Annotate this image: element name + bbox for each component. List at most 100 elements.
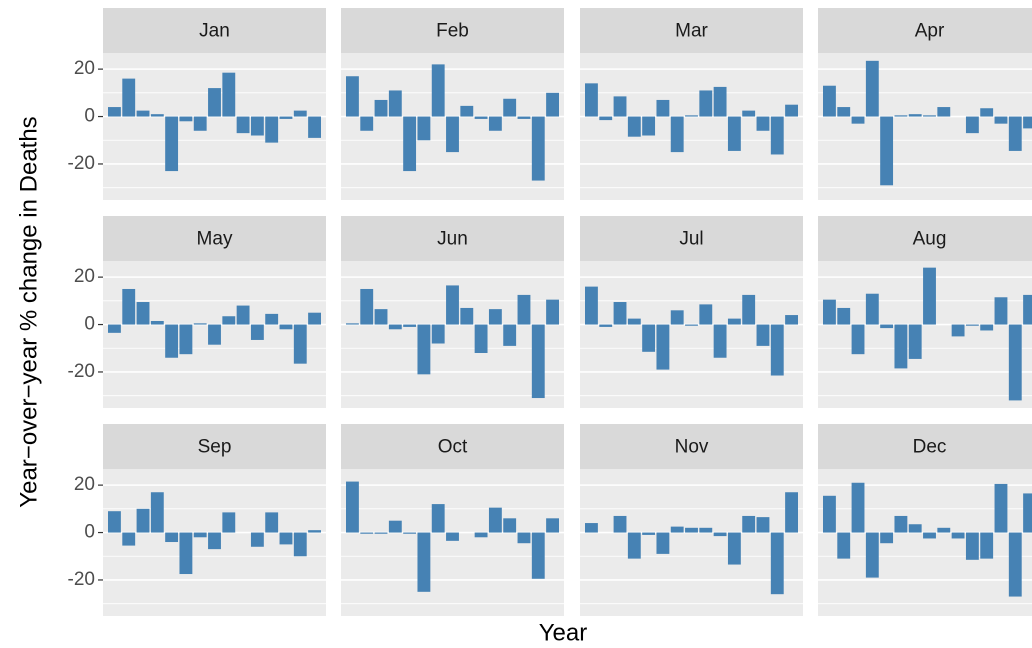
bar [670,116,684,153]
panel-background [580,53,803,200]
strip-label: Aug [913,229,947,250]
bar [388,324,402,330]
bar [823,299,836,325]
bar [546,299,559,325]
bar [923,267,936,325]
bar [179,532,193,575]
bar [837,532,851,559]
strip-background [341,216,564,261]
strip-background [341,424,564,469]
bar [503,98,517,117]
bar [250,532,264,547]
strip-background [103,424,326,469]
panel-background [580,469,803,616]
bar [756,517,770,533]
bar [488,116,502,131]
panel-background [818,53,1032,200]
strip-background [580,216,803,261]
facet-panel: Dec [818,424,1032,616]
bar [642,116,656,136]
strip-background [580,8,803,53]
bar [531,324,545,399]
bar [517,116,531,119]
bar [1023,116,1032,129]
facet-panel: Nov [580,424,803,616]
bar [150,114,164,117]
bar [431,324,445,344]
bar [713,86,727,117]
bar [770,324,784,376]
bar [880,116,894,186]
bar [613,96,627,117]
bar [460,307,474,325]
bar [279,116,293,119]
bar [1008,532,1022,597]
bar [360,288,374,325]
bar [108,107,121,117]
bar [727,116,741,151]
facet-panel: Jun [341,216,564,408]
bar [265,512,279,533]
bar [713,324,727,358]
bar [756,116,770,131]
strip-background [103,216,326,261]
bar [460,105,474,117]
bar [446,116,459,153]
facet-panel: Jan -20 0 20 [68,8,326,200]
bar [165,532,179,543]
bar [503,324,517,346]
bar [965,116,979,134]
bar [208,532,221,550]
bar [431,64,445,117]
bar [742,515,756,533]
bar [965,532,979,560]
bar [585,523,598,533]
facet-panel: Oct [341,424,564,616]
bar [951,324,965,337]
bar [699,304,713,325]
bar [474,532,488,538]
bar [279,532,293,545]
bar [122,288,136,325]
y-tick-label: 20 [74,474,95,495]
bar [937,107,951,117]
strip-label: Feb [436,21,469,42]
bar [585,286,598,325]
bar [265,116,279,143]
bar [150,320,164,325]
bar [785,104,798,117]
bar [293,324,307,364]
strip-background [818,216,1032,261]
bar [265,313,279,325]
bar [179,116,193,122]
bar [627,318,641,325]
bar [713,532,727,537]
bar [670,526,684,533]
bar [908,524,922,533]
bar [179,324,193,355]
bar [727,532,741,565]
strip-background [341,8,564,53]
bar [531,116,545,181]
bar [446,285,459,325]
y-tick-label: -20 [68,569,95,590]
strip-background [580,424,803,469]
bar [1023,294,1032,325]
bar [613,302,627,325]
bar [193,323,207,325]
facet-panel: Feb [341,8,564,200]
bar [851,324,865,355]
strip-label: May [197,229,233,250]
strip-background [818,424,1032,469]
bar [236,116,250,134]
bar [293,110,307,117]
bar [785,492,798,533]
bar [250,116,264,136]
bar [742,294,756,325]
bar [880,324,894,329]
strip-background [103,8,326,53]
bar [837,307,851,325]
bar [656,532,670,554]
